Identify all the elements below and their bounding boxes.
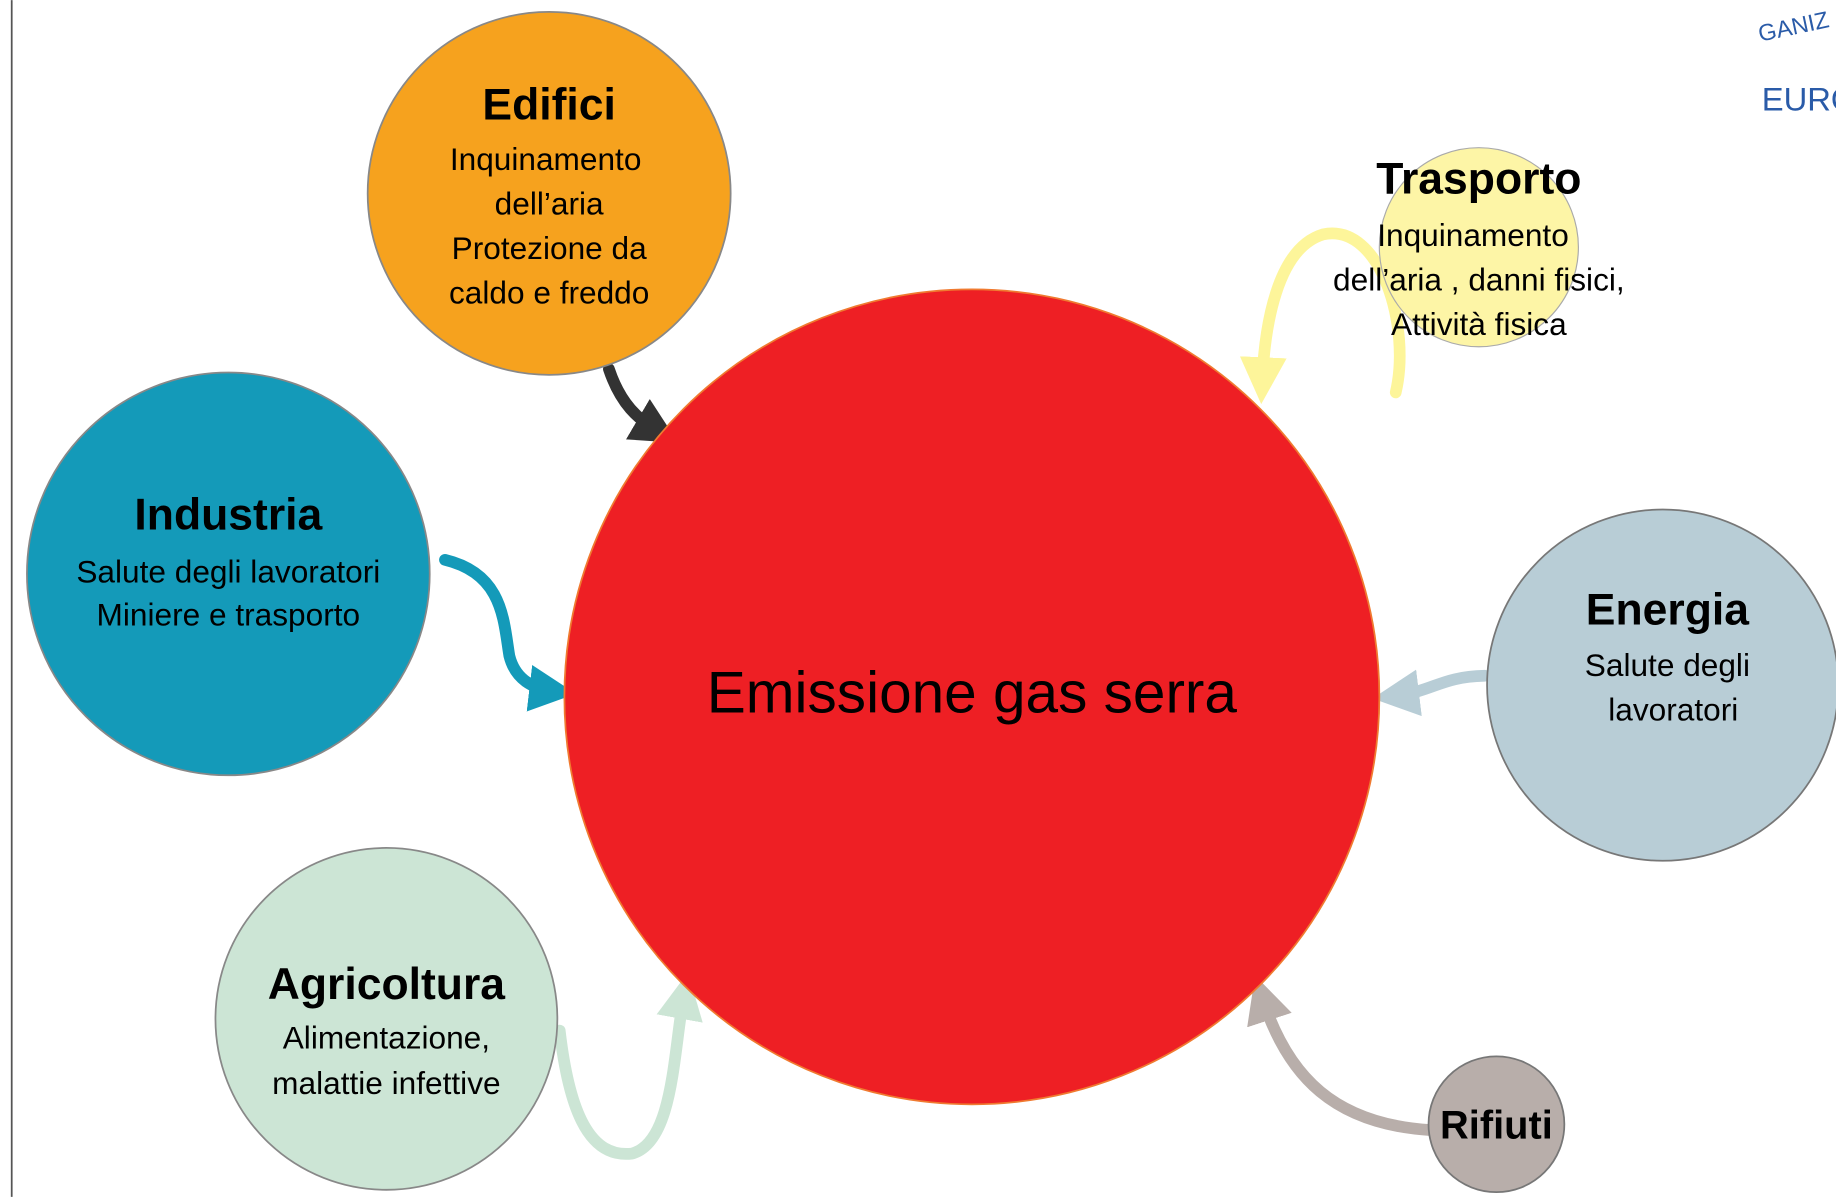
- node-circle: [366, 10, 732, 376]
- node-line: Inquinamento: [450, 141, 642, 177]
- node-texts: Edifici Inquinamento dell’aria Protezion…: [76, 81, 1750, 1148]
- logo: GANIZ EURO: [1756, 6, 1836, 117]
- node-line: dell’aria: [495, 186, 604, 222]
- node-line: Alimentazione,: [283, 1019, 490, 1055]
- node-title: Trasporto: [1376, 154, 1581, 203]
- node-line: Miniere e trasporto: [97, 597, 361, 633]
- node-circle: [26, 371, 431, 777]
- arrow: [1247, 975, 1437, 1136]
- arrow: [1372, 669, 1491, 717]
- arrow: [603, 363, 679, 443]
- center-label: Emissione gas serra: [707, 660, 1238, 725]
- logo-arc-text: GANIZ: [1756, 6, 1831, 46]
- node-line: Salute degli lavoratori: [76, 553, 380, 589]
- node-circle: [1378, 147, 1579, 348]
- arrows: [439, 227, 1491, 1160]
- node-line: caldo e freddo: [449, 275, 649, 311]
- node-line: malattie infettive: [272, 1065, 500, 1101]
- node-title: Rifiuti: [1440, 1103, 1553, 1147]
- node-line: Protezione da: [452, 230, 647, 266]
- node-line: lavoratori: [1608, 691, 1738, 727]
- node-title: Energia: [1586, 585, 1750, 634]
- node-circle: [1486, 508, 1836, 862]
- node-line: Salute degli: [1585, 647, 1750, 683]
- center-circle: [563, 288, 1381, 1106]
- node-title: Agricoltura: [268, 960, 507, 1009]
- node-line: dell’aria , danni fisici,: [1333, 262, 1625, 298]
- arrow: [1239, 227, 1406, 405]
- node-title: Edifici: [482, 81, 615, 130]
- node-line: Attività fisica: [1391, 306, 1567, 342]
- node-title: Industria: [134, 490, 323, 539]
- arrow: [439, 554, 576, 712]
- node-line: Inquinamento: [1377, 217, 1569, 253]
- node-circle: [1427, 1055, 1566, 1194]
- arrow: [553, 972, 703, 1160]
- logo-text: EURO: [1762, 81, 1836, 118]
- node-circle: [214, 847, 559, 1191]
